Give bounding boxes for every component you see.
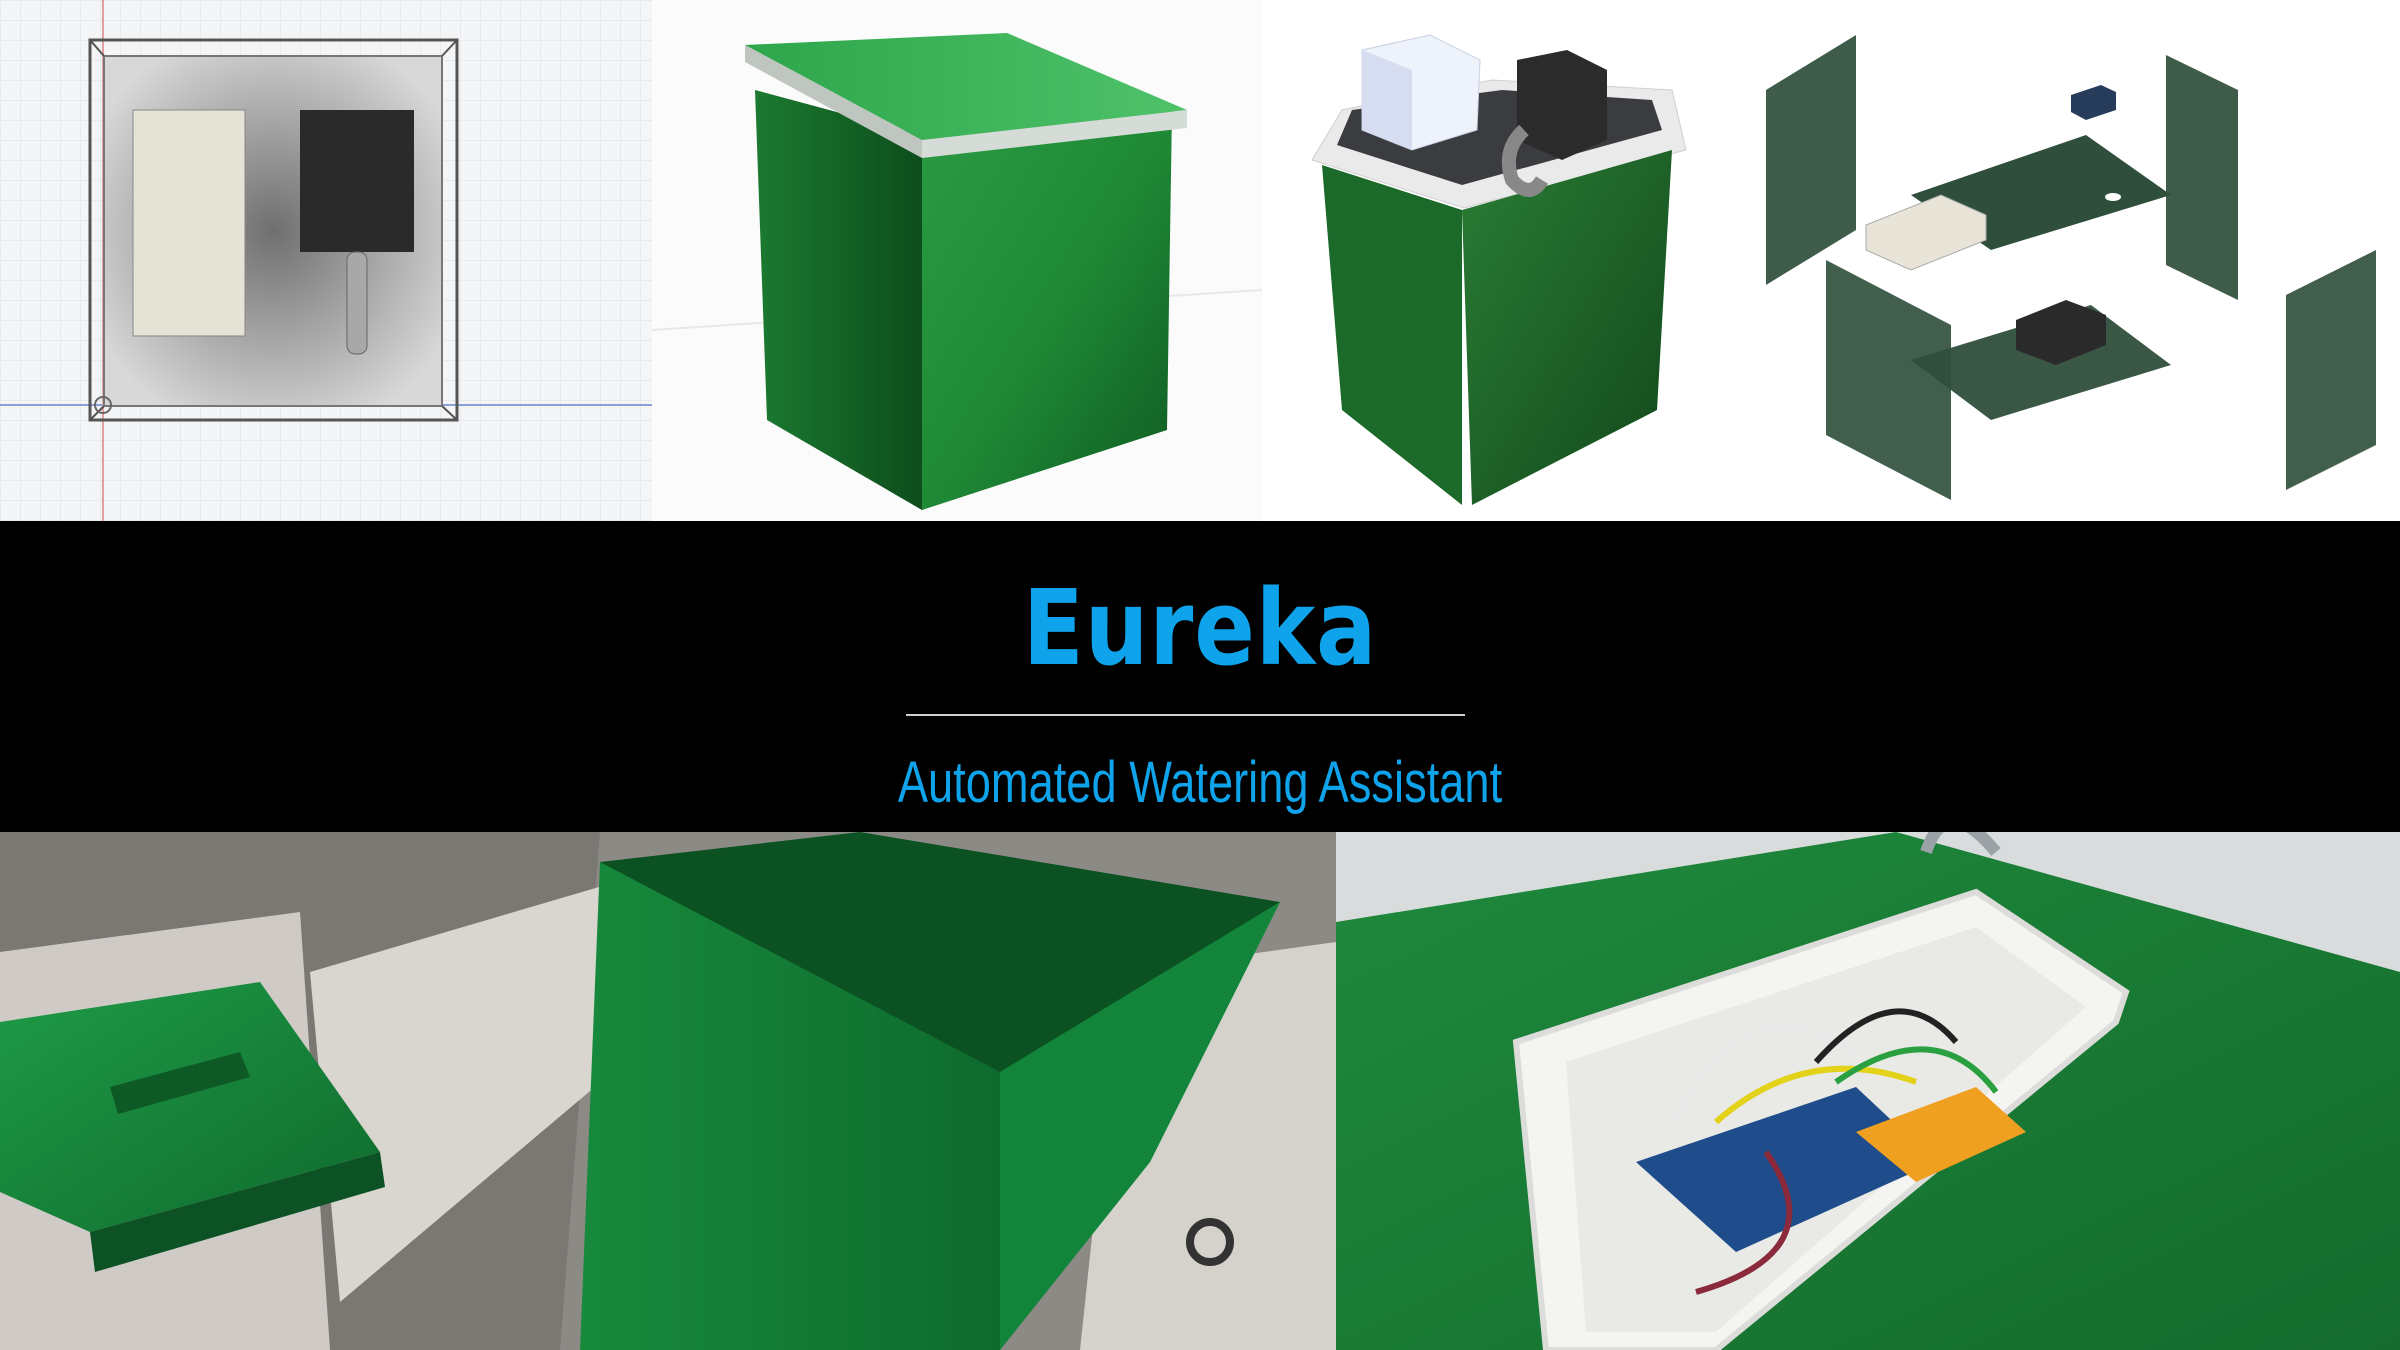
exploded-view-panel [1726,0,2400,521]
photo-wiring-panel [1336,832,2400,1350]
render-closed-box-image [652,0,1262,521]
photo-painted-box-panel [0,832,1336,1350]
exploded-view-image [1726,0,2400,521]
render-open-box-image [1262,0,1726,521]
page-subtitle: Automated Watering Assistant [897,750,1503,815]
page-title: Eureka [1022,567,1378,689]
photo-painted-box-image [0,832,1336,1350]
render-closed-box-panel [652,0,1262,521]
title-banner: Eureka Automated Watering Assistant [0,521,2400,832]
cad-top-view-panel [0,0,652,521]
photo-wiring-image [1336,832,2400,1350]
render-open-box-panel [1262,0,1726,521]
cad-top-view-image [0,0,652,521]
title-divider [906,714,1465,716]
